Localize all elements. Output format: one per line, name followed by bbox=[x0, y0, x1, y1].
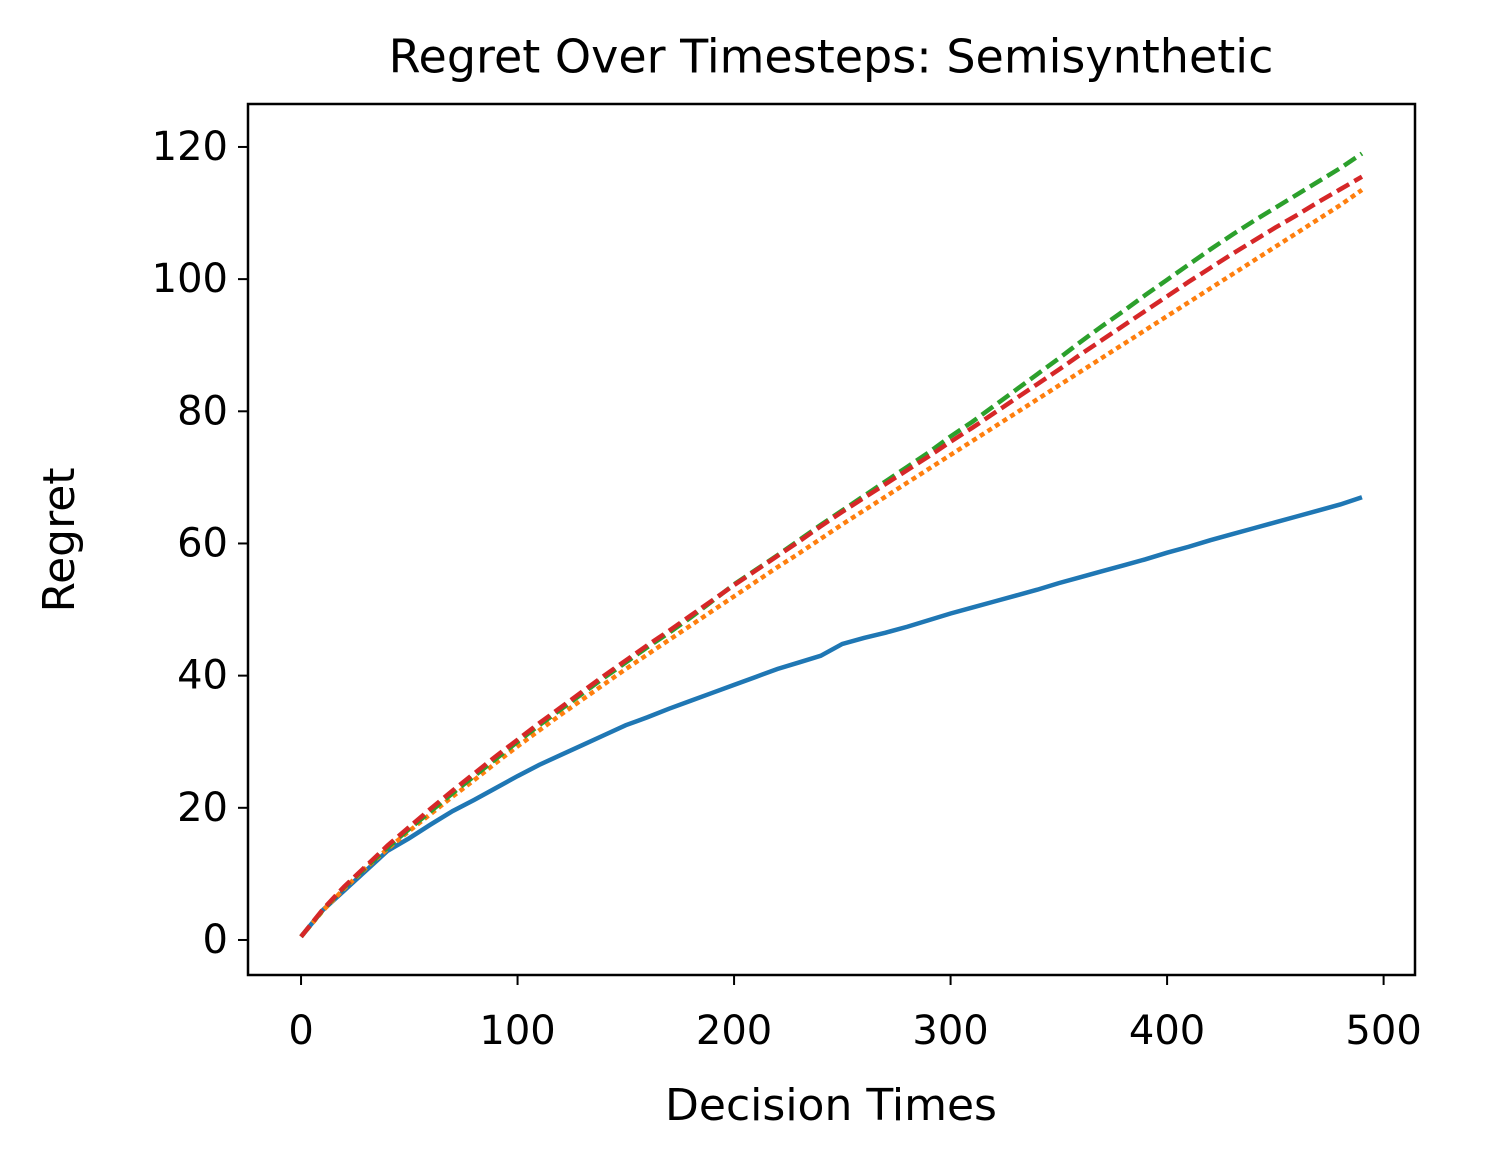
series-line bbox=[299, 174, 1364, 939]
y-tick-label: 20 bbox=[177, 785, 228, 831]
y-tick-label: 0 bbox=[203, 917, 228, 963]
x-tick-label: 300 bbox=[912, 1008, 988, 1054]
y-tick-label: 100 bbox=[152, 256, 228, 302]
x-tick-label: 400 bbox=[1129, 1008, 1205, 1054]
y-tick-label: 60 bbox=[177, 520, 228, 566]
y-axis-label: Regret bbox=[34, 467, 85, 612]
x-tick-label: 0 bbox=[288, 1008, 313, 1054]
x-axis-label: Decision Times bbox=[665, 1080, 997, 1131]
chart-title: Regret Over Timesteps: Semisynthetic bbox=[389, 30, 1274, 84]
x-tick-label: 200 bbox=[696, 1008, 772, 1054]
y-tick-label: 40 bbox=[177, 653, 228, 699]
y-tick-label: 80 bbox=[177, 388, 228, 434]
series-line bbox=[299, 188, 1364, 939]
y-tick-label: 120 bbox=[152, 124, 228, 170]
x-tick-label: 100 bbox=[479, 1008, 555, 1054]
series-line bbox=[299, 495, 1363, 939]
plot-frame bbox=[246, 102, 1417, 977]
x-tick-label: 500 bbox=[1345, 1008, 1421, 1054]
